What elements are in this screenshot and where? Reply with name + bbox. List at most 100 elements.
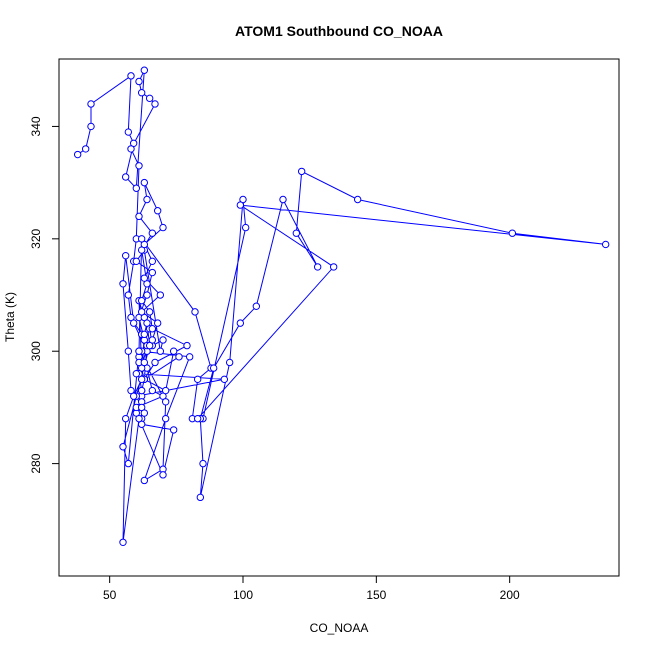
data-point [124,459,133,468]
data-point [156,347,165,355]
data-point [156,291,165,299]
data-point [124,128,133,136]
data-point [87,100,95,108]
data-point [121,414,130,423]
data-point [121,173,130,181]
x-tick-label: 200 [500,588,520,602]
data-point [193,414,202,423]
data-point [127,145,135,153]
data-point [129,392,138,400]
data-point [159,471,167,479]
data-point [145,94,154,103]
data-point [193,375,202,384]
data-point [140,178,149,187]
data-point [137,235,146,243]
data-point [140,409,149,417]
data-point [191,308,199,316]
data-point [220,375,229,384]
data-point [140,330,149,339]
y-tick-label: 320 [29,228,43,248]
data-point [143,195,151,204]
data-point [135,347,143,355]
data-point [183,341,191,350]
x-axis-label: CO_NOAA [310,621,369,635]
data-point [127,72,135,80]
data-point [601,240,610,249]
data-point [292,229,301,237]
data-point [151,358,159,367]
data-point [175,353,183,361]
data-point [137,89,146,97]
data-point [169,347,178,355]
data-point [140,274,149,282]
data-point [159,223,167,232]
data-point [119,280,127,288]
chart-title: ATOM1 Southbound CO_NOAA [235,23,443,39]
data-point [145,341,154,350]
data-point [132,369,141,378]
y-axis: 280 300 320 340 [29,116,60,474]
data-point [140,66,149,74]
data-point [151,100,159,108]
data-point [143,291,151,299]
data-point [124,347,133,355]
data-point [148,386,157,395]
data-point [135,414,143,423]
data-point [508,229,517,237]
data-point [241,223,250,232]
data-point [185,353,194,361]
data-point [135,162,143,170]
data-point [137,296,146,305]
data-point [145,308,154,316]
data-point [87,122,95,131]
x-axis: 50 100 150 200 [103,575,520,602]
data-point [225,358,234,367]
data-point [153,207,162,215]
data-point [353,195,362,204]
data-point [148,268,157,277]
x-tick-label: 150 [366,588,386,602]
series-group [73,66,610,546]
data-point [236,201,245,209]
data-point [73,150,82,159]
data-point [252,302,261,310]
data-point [159,336,167,344]
y-tick-label: 340 [29,116,43,136]
data-point [153,319,162,327]
series-line [77,69,606,543]
y-tick-label: 280 [29,453,43,473]
data-point [132,257,141,266]
data-point [297,167,306,176]
data-point [161,386,170,395]
data-point [329,263,338,271]
data-point [121,251,130,260]
data-point [135,77,143,86]
data-point [161,398,170,406]
data-point [209,364,218,372]
data-point [119,443,127,451]
data-point [196,493,205,502]
data-point [199,459,207,468]
data-point [132,184,141,192]
data-point [135,212,143,221]
data-point [119,538,127,546]
y-axis-label: Theta (K) [3,292,17,342]
y-tick-label: 300 [29,341,43,361]
data-point [137,386,146,395]
data-point [148,325,157,333]
data-point [161,414,170,423]
data-point [140,476,149,485]
data-point [279,195,287,204]
data-point [236,319,245,327]
data-point [148,257,157,266]
data-point [313,263,322,271]
data-point [124,291,133,299]
data-point [137,308,146,316]
data-point [137,375,146,384]
data-point [81,145,90,153]
x-tick-label: 100 [233,588,253,602]
data-point [148,229,157,237]
data-point [140,358,149,367]
x-tick-label: 50 [103,588,117,602]
